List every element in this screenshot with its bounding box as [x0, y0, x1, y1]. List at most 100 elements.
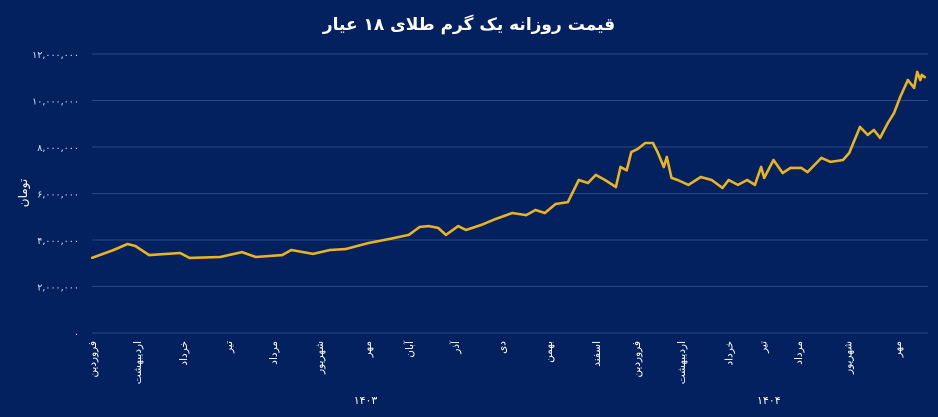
x-tick-label: مرداد — [793, 341, 805, 365]
data-point — [676, 178, 679, 182]
data-point — [126, 242, 129, 246]
data-point — [920, 73, 924, 77]
data-point — [746, 178, 749, 182]
x-tick-label: اردیبهشت — [676, 341, 688, 384]
data-point — [852, 140, 856, 144]
data-point — [636, 147, 639, 151]
data-point — [662, 165, 665, 169]
data-point — [759, 165, 763, 169]
x-tick-label: شهریور — [314, 341, 326, 375]
y-axis-ticks: ۰ ۲,۰۰۰,۰۰۰ ۴,۰۰۰,۰۰۰ ۶,۰۰۰,۰۰۰ ۸,۰۰۰,۰۰۰ ۱۰,… — [32, 50, 79, 340]
data-point — [577, 178, 580, 182]
data-point — [753, 183, 757, 187]
data-point — [112, 248, 115, 252]
data-point — [710, 178, 713, 182]
y-tick-label: ۸,۰۰۰,۰۰۰ — [37, 143, 79, 154]
data-point — [444, 233, 448, 237]
y-tick-label: ۱۲,۰۰۰,۰۰۰ — [32, 50, 79, 61]
data-point — [858, 125, 862, 129]
data-point — [736, 183, 740, 187]
data-point — [407, 233, 410, 237]
data-point — [644, 141, 647, 145]
x-tick-label: دی — [497, 341, 509, 354]
data-point — [367, 241, 370, 245]
data-point — [614, 185, 618, 189]
series-group — [90, 70, 927, 260]
data-point — [670, 176, 673, 180]
x-tick-label: فروردین — [87, 341, 99, 378]
data-point — [566, 200, 570, 204]
data-point — [656, 150, 659, 154]
data-point — [625, 169, 628, 172]
data-point — [427, 224, 431, 228]
data-point — [543, 211, 546, 215]
data-point — [328, 248, 332, 252]
data-point — [721, 186, 724, 190]
chart-title: قیمت روزانه یک گرم طلای ۱۸ عیار — [322, 14, 615, 35]
x-axis-ticks: فروردین اردیبهشت خرداد تیر مرداد شهریور مهر آبا… — [87, 340, 904, 384]
data-point — [789, 166, 792, 170]
data-point — [344, 247, 347, 251]
data-point — [630, 150, 633, 154]
data-point — [436, 226, 440, 230]
data-point — [480, 223, 483, 227]
data-point — [878, 136, 882, 140]
data-point — [219, 255, 222, 259]
data-point — [872, 128, 876, 132]
data-point — [90, 256, 94, 260]
data-point — [866, 133, 869, 137]
x-tick-label: آبان — [403, 340, 416, 358]
data-point — [906, 78, 910, 82]
x-tick-label: شهریور — [843, 341, 855, 375]
data-point — [919, 78, 922, 82]
data-point — [699, 175, 703, 179]
data-point — [781, 171, 784, 175]
data-point — [727, 178, 730, 182]
y-axis-label: تومان — [16, 179, 31, 207]
data-point — [290, 248, 293, 252]
data-point — [847, 151, 851, 155]
data-point — [923, 76, 927, 79]
data-point — [188, 256, 191, 260]
data-point — [886, 121, 890, 125]
data-point — [586, 181, 590, 185]
data-point — [311, 252, 315, 256]
data-point — [147, 253, 151, 257]
x-tick-label: خرداد — [724, 341, 736, 366]
y-tick-label: ۴,۰۰۰,۰۰۰ — [37, 236, 79, 247]
x-tick-label: خرداد — [178, 341, 190, 366]
data-point — [829, 160, 832, 164]
x-tick-label: مهر — [892, 341, 904, 358]
data-point — [687, 183, 690, 187]
data-point — [651, 141, 655, 145]
gridlines — [92, 53, 928, 334]
data-point — [603, 178, 607, 182]
data-point — [280, 253, 284, 257]
data-point — [772, 158, 775, 162]
data-point — [134, 244, 137, 248]
year-label: ۱۴۰۳ — [354, 394, 378, 407]
data-point — [800, 166, 803, 170]
x-tick-label: مهر — [362, 341, 374, 358]
x-tick-label: فروردین — [631, 341, 643, 378]
data-point — [464, 228, 468, 232]
data-point — [418, 225, 421, 229]
data-point — [457, 224, 460, 228]
data-point — [806, 170, 809, 174]
data-point — [619, 165, 622, 169]
x-tick-label: مرداد — [268, 341, 280, 365]
x-tick-label: اردیبهشت — [132, 341, 144, 384]
y-tick-label: ۰ — [74, 329, 79, 340]
y-tick-label: ۱۰,۰۰۰,۰۰۰ — [32, 97, 79, 108]
x-tick-label: تیر — [223, 341, 235, 354]
year-label: ۱۴۰۴ — [757, 394, 781, 407]
x-tick-label: بهمن — [543, 341, 555, 363]
data-point — [494, 217, 497, 221]
data-point — [665, 155, 669, 159]
data-point — [525, 213, 528, 217]
data-point — [387, 237, 390, 241]
data-point — [534, 208, 537, 212]
data-point — [254, 255, 258, 259]
data-point — [594, 173, 597, 177]
